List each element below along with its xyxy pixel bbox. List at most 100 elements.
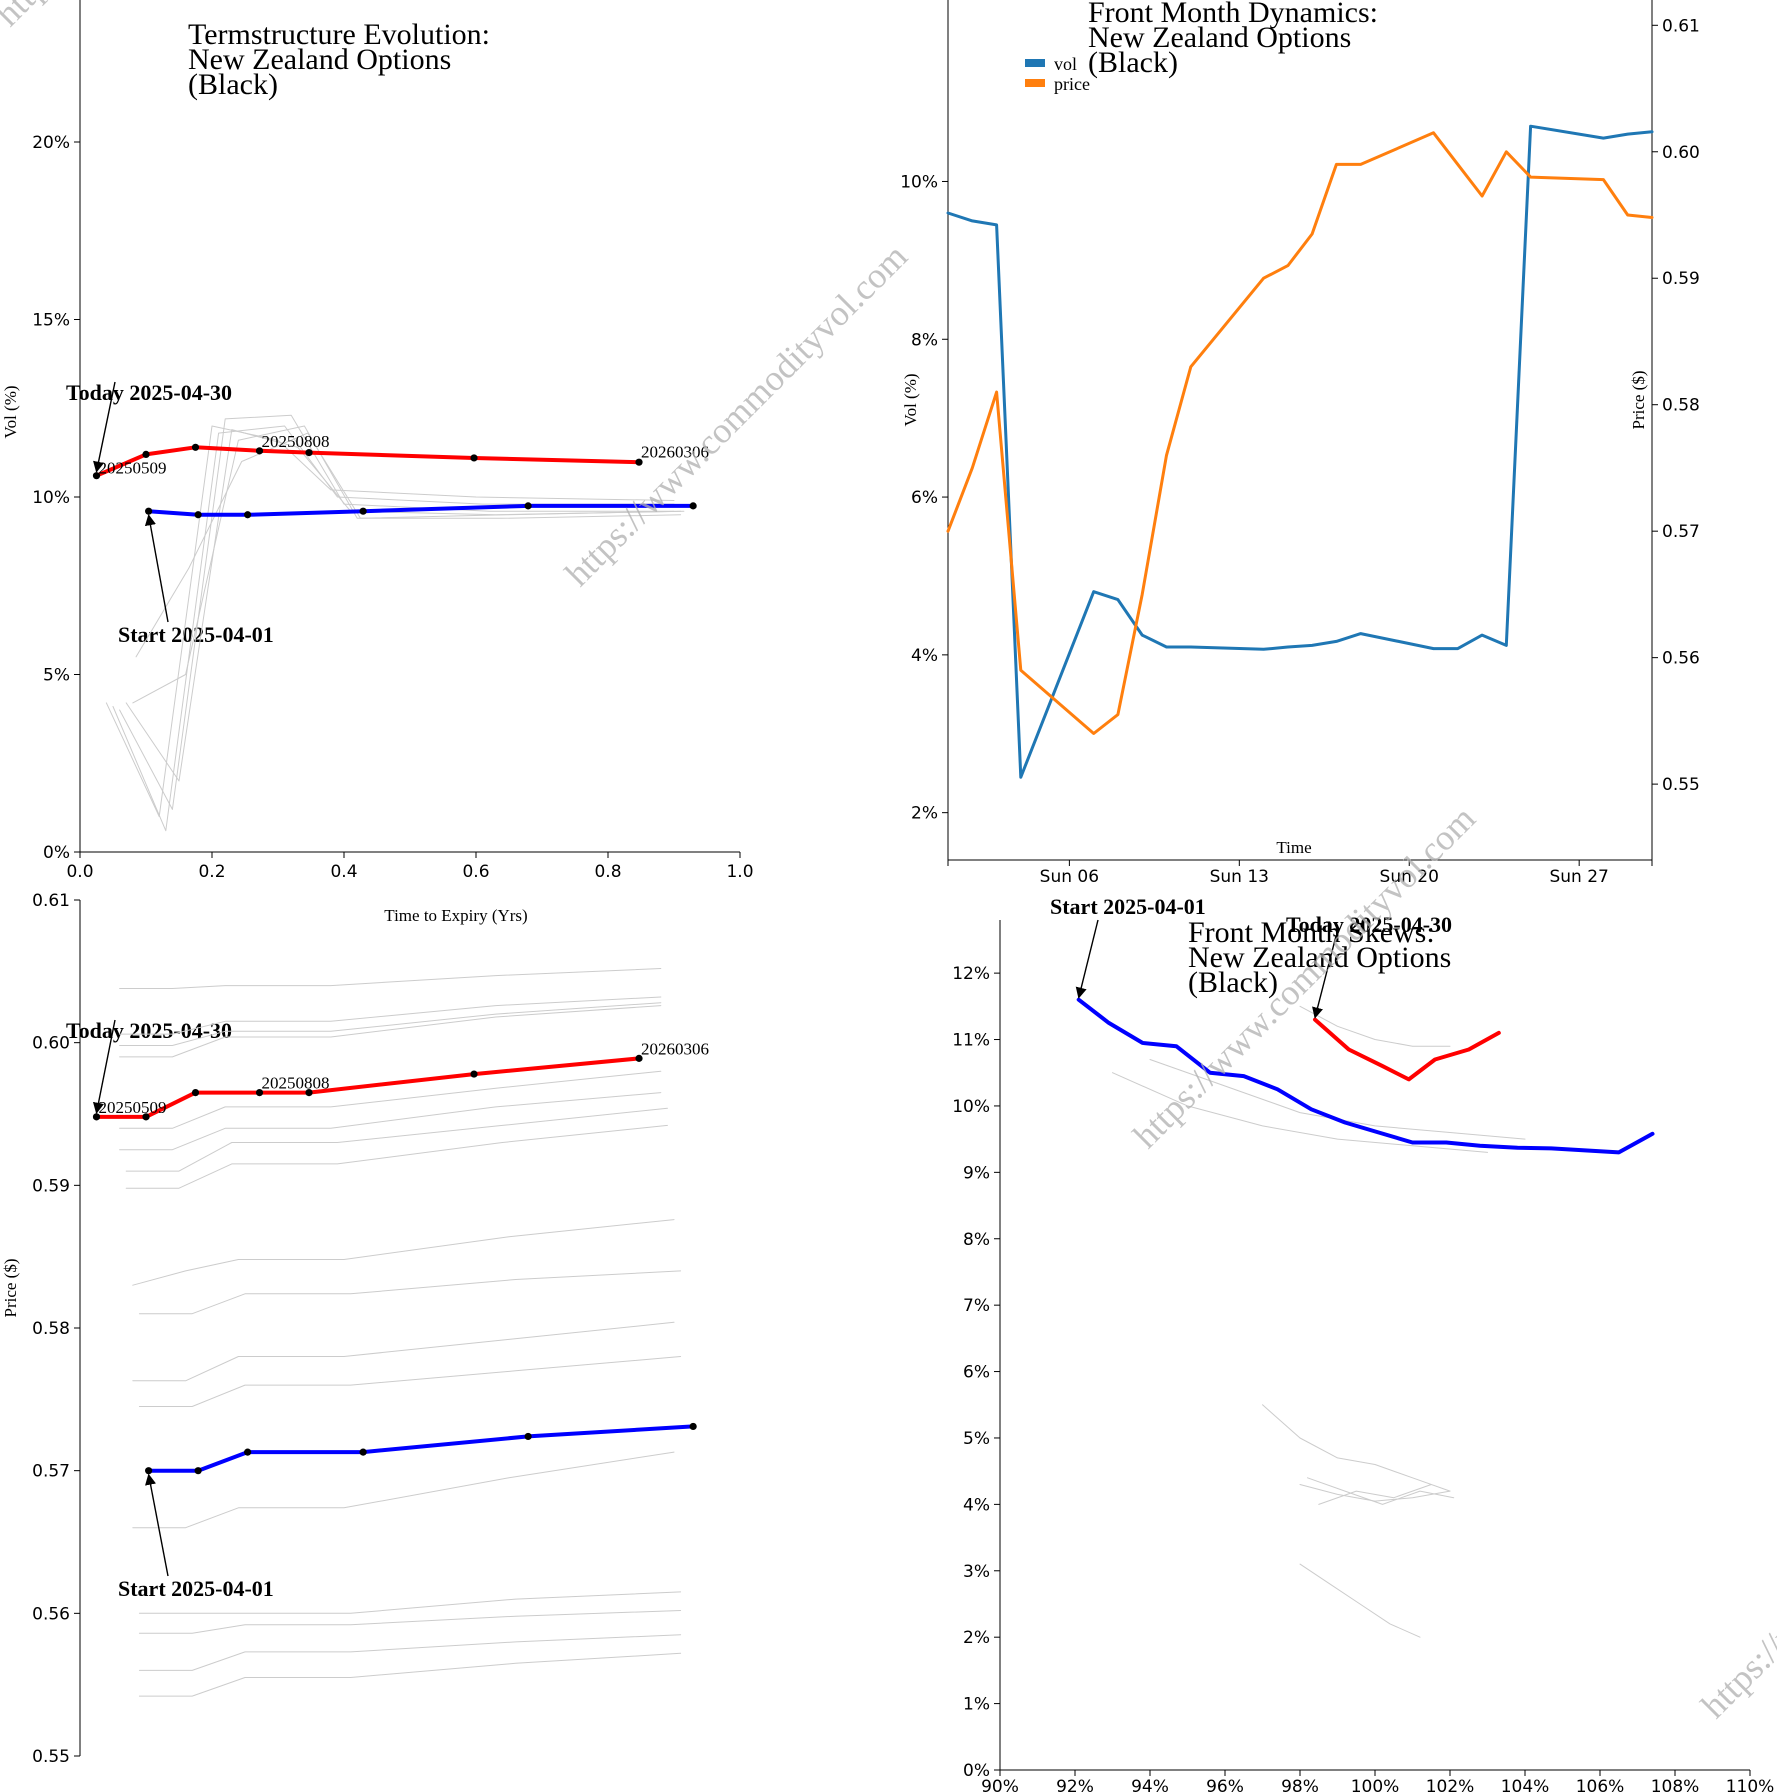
today-series-point [191,443,200,451]
x-axis-label: Time to Expiry (Yrs) [384,906,527,925]
history-line [125,1107,668,1172]
today-arrow [1312,935,1337,1019]
contract-label: 20260306 [641,443,709,462]
history-line [138,1591,682,1614]
front-month-dynamics-chart: Front Month Dynamics: New Zealand Option… [900,0,1700,887]
today-series-line [94,445,641,478]
chart-title: Termstructure Evolution: New Zealand Opt… [188,18,490,101]
start-series-line [146,503,696,517]
today-annotation: Today 2025-04-30 [1286,912,1452,937]
start-series-point [524,502,532,510]
x-tick-label: Sun 06 [1040,867,1099,887]
history-line [138,1610,682,1634]
y-tick-label: 4% [963,1495,990,1515]
start-series-point [689,502,697,510]
chart-title: Front Month Dynamics: New Zealand Option… [1088,0,1378,79]
history-line [105,425,675,817]
watermarks: https://www.commodityvol.com https://www… [0,0,1777,1726]
history-line [132,1219,675,1286]
today-series-point [255,447,264,455]
start-arrow [144,514,169,623]
y-tick-label-left: 6% [911,488,938,508]
start-arrow [1075,919,1099,999]
y-tick-label: 0.57 [32,1462,70,1482]
start-arrow [145,1473,169,1577]
y-tick-label-left: 4% [911,646,938,666]
history-line [119,414,675,810]
x-tick-label: 96% [1206,1777,1244,1792]
x-tick-label: Sun 20 [1380,867,1439,887]
x-tick-label: 0.6 [462,862,489,882]
y-tick-label: 0.59 [32,1176,70,1196]
y-tick-label: 9% [963,1163,990,1183]
chart-title-line-3: (Black) [188,68,278,101]
y-tick-label: 15% [32,311,70,331]
y-tick-label: 0.60 [32,1034,70,1054]
chart-title-line-1: Termstructure Evolution: [188,18,490,51]
termstructure-vol-chart: Termstructure Evolution: New Zealand Opt… [1,0,754,925]
y-tick-label: 0.58 [32,1319,70,1339]
legend-swatch-price [1025,79,1045,87]
history-line [112,425,675,832]
history-line [119,968,662,989]
today-series-point [92,1113,101,1121]
x-tick-label: 98% [1281,1777,1319,1792]
y-tick-label: 1% [963,1695,990,1715]
start-series-point [244,1448,252,1456]
contract-label: 20250509 [99,459,167,478]
watermark-text: https://www.commodityvol.com [557,236,915,594]
today-series-point [142,450,150,458]
y-tick-label: 6% [963,1363,990,1383]
history-line [138,1356,682,1407]
termstructure-price-chart: Price ($) Today 2025-04-30 Start 2025-04… [1,891,709,1767]
y-tick-label: 10% [952,1097,990,1117]
y-tick-label: 2% [963,1628,990,1648]
watermark-text: https://www.commodityvol.com [1693,1368,1777,1726]
history-line [138,1652,682,1697]
y-tick-label-right: 0.59 [1662,269,1700,289]
start-series-point [359,507,367,515]
history-line [1112,1072,1488,1153]
chart-title-line-3: (Black) [1188,966,1278,999]
history-line [119,996,662,1035]
start-series-point [244,511,252,519]
y-tick-label: 3% [963,1562,990,1582]
history-line [119,1005,662,1058]
x-tick-label: 102% [1426,1777,1475,1792]
y-tick-label-left: 10% [900,172,938,192]
y-tick-label: 0.55 [32,1747,70,1767]
y-tick-label-left: 8% [911,330,938,350]
history-line [125,1124,668,1189]
y-axis-label-right: Price ($) [1629,370,1648,429]
y-tick-label-right: 0.55 [1662,775,1700,795]
y-tick-label: 8% [963,1230,990,1250]
y-tick-label: 7% [963,1296,990,1316]
y-tick-label-left: 2% [911,804,938,824]
x-tick-label: 0.8 [594,862,621,882]
y-tick-label: 0% [43,843,70,863]
today-series-point [142,1113,150,1121]
chart-title-line-1: Front Month Skews: [1188,916,1435,949]
legend: vol price [1025,54,1090,94]
y-tick-label: 0.61 [32,891,70,911]
x-tick-label: 108% [1651,1777,1700,1792]
x-tick-label: 90% [981,1777,1019,1792]
x-tick-label: 94% [1131,1777,1169,1792]
today-series-point [191,1089,200,1097]
y-tick-label-right: 0.57 [1662,522,1700,542]
today-arrow [92,1019,116,1114]
today-series-point [305,449,313,457]
y-tick-label: 20% [32,133,70,153]
vol-series-line [946,124,1654,779]
start-series-point [145,1467,153,1475]
start-series-point [524,1432,532,1441]
today-series-point [635,1054,643,1062]
history-line [138,1634,682,1671]
history-line [119,1002,662,1046]
today-series-line [1313,1017,1501,1082]
today-series-line [94,1056,641,1119]
x-tick-label: 0.2 [198,862,225,882]
x-tick-label: 100% [1351,1777,1400,1792]
y-tick-label-right: 0.56 [1662,649,1700,669]
